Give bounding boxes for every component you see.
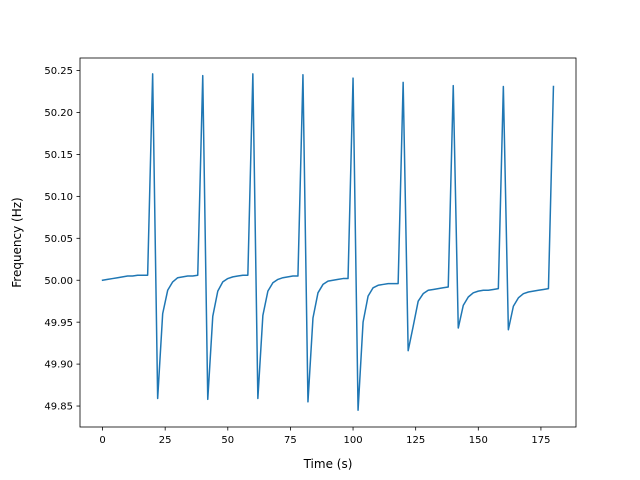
x-tick-label: 25 (159, 435, 172, 446)
x-tick-label: 100 (344, 435, 363, 446)
x-tick-label: 75 (284, 435, 297, 446)
x-axis-ticks: 0 25 50 75 100 125 150 175 (99, 427, 550, 446)
y-tick-label: 50.00 (44, 276, 73, 287)
plot-area (80, 58, 576, 427)
x-axis-label: Time (s) (303, 457, 353, 471)
plot-frame (79, 57, 577, 428)
x-tick-label: 50 (221, 435, 234, 446)
y-tick-label: 50.25 (44, 66, 73, 77)
y-tick-label: 49.95 (44, 318, 73, 329)
x-tick-label: 150 (469, 435, 488, 446)
y-axis-label: Frequency (Hz) (10, 197, 24, 288)
series-layer (101, 73, 555, 411)
frequency-series-line (101, 73, 555, 411)
y-tick-label: 50.20 (44, 108, 73, 119)
y-tick-label: 50.15 (44, 150, 73, 161)
x-tick-label: 175 (531, 435, 550, 446)
x-tick-label: 0 (99, 435, 105, 446)
x-tick-label: 125 (406, 435, 425, 446)
y-axis-ticks: 49.85 49.90 49.95 50.00 50.05 50.10 50.15 50.20… (44, 66, 80, 413)
y-tick-label: 50.05 (44, 234, 73, 245)
y-tick-label: 50.10 (44, 192, 73, 203)
y-tick-label: 49.85 (44, 402, 73, 413)
y-tick-label: 49.90 (44, 360, 73, 371)
